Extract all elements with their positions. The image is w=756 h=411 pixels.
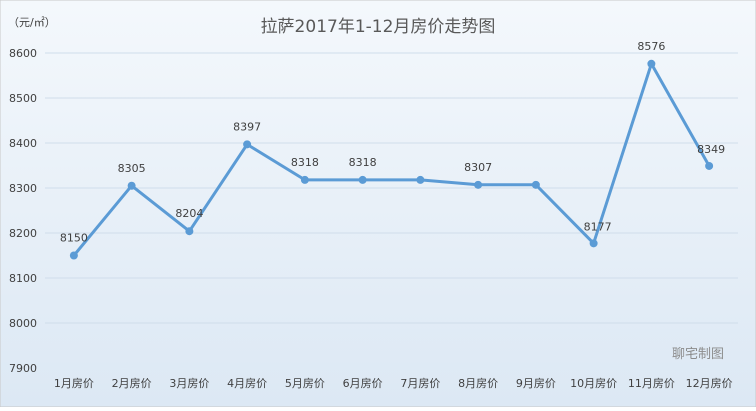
data-point (531, 180, 540, 189)
x-tick-label: 4月房价 (227, 377, 267, 390)
x-tick-label: 12月房价 (686, 377, 733, 390)
data-point (474, 180, 483, 189)
x-tick-label: 3月房价 (169, 377, 209, 390)
y-tick-label: 8400 (9, 137, 37, 150)
data-labels: 8150 8305 8204 8397 8318 8318 8307 8177 8576 8349 (60, 40, 725, 245)
y-tick-label: 8600 (9, 47, 37, 60)
y-axis-ticks: 7900 8000 8100 8200 8300 8400 8500 8600 (9, 47, 37, 375)
chart-title: 拉萨2017年1-12月房价走势图 (261, 17, 496, 37)
unit-label: （元/㎡） (8, 16, 56, 29)
data-label: 8307 (464, 161, 492, 174)
data-point (589, 239, 598, 248)
x-tick-label: 1月房价 (54, 377, 94, 390)
data-point (127, 181, 136, 190)
y-tick-label: 8200 (9, 227, 37, 240)
grid-lines (45, 52, 738, 324)
data-label: 8305 (118, 162, 146, 175)
data-point (300, 175, 309, 184)
x-tick-label: 9月房价 (516, 377, 556, 390)
data-point (416, 175, 425, 184)
x-tick-label: 11月房价 (628, 377, 675, 390)
data-label: 8349 (697, 143, 725, 156)
y-tick-label: 7900 (9, 362, 37, 375)
data-label: 8204 (175, 207, 203, 220)
x-tick-label: 5月房价 (285, 377, 325, 390)
x-axis-ticks: 1月房价 2月房价 3月房价 4月房价 5月房价 6月房价 7月房价 8月房价 9月房价 10月房… (54, 377, 733, 390)
y-tick-label: 8300 (9, 182, 37, 195)
data-point (358, 175, 367, 184)
watermark: 聊宅制图 (672, 347, 724, 362)
x-tick-label: 8月房价 (458, 377, 498, 390)
data-label: 8576 (637, 40, 665, 53)
data-label: 8318 (291, 156, 319, 169)
x-tick-label: 10月房价 (570, 377, 617, 390)
x-tick-label: 2月房价 (112, 377, 152, 390)
data-point (69, 251, 78, 260)
x-tick-label: 6月房价 (343, 377, 383, 390)
y-tick-label: 8500 (9, 92, 37, 105)
data-label: 8318 (349, 156, 377, 169)
data-label: 8397 (233, 120, 261, 133)
series-line (72, 62, 711, 257)
data-point (185, 227, 194, 236)
data-point (647, 59, 656, 68)
data-point (705, 161, 714, 170)
y-tick-label: 8000 (9, 317, 37, 330)
data-label: 8177 (584, 220, 612, 233)
series (69, 59, 714, 260)
y-tick-label: 8100 (9, 272, 37, 285)
data-point (243, 140, 252, 149)
x-tick-label: 7月房价 (400, 377, 440, 390)
data-label: 8150 (60, 232, 88, 245)
